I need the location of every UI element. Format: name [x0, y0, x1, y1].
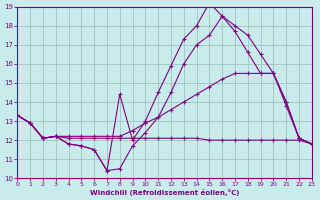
X-axis label: Windchill (Refroidissement éolien,°C): Windchill (Refroidissement éolien,°C) — [90, 189, 239, 196]
